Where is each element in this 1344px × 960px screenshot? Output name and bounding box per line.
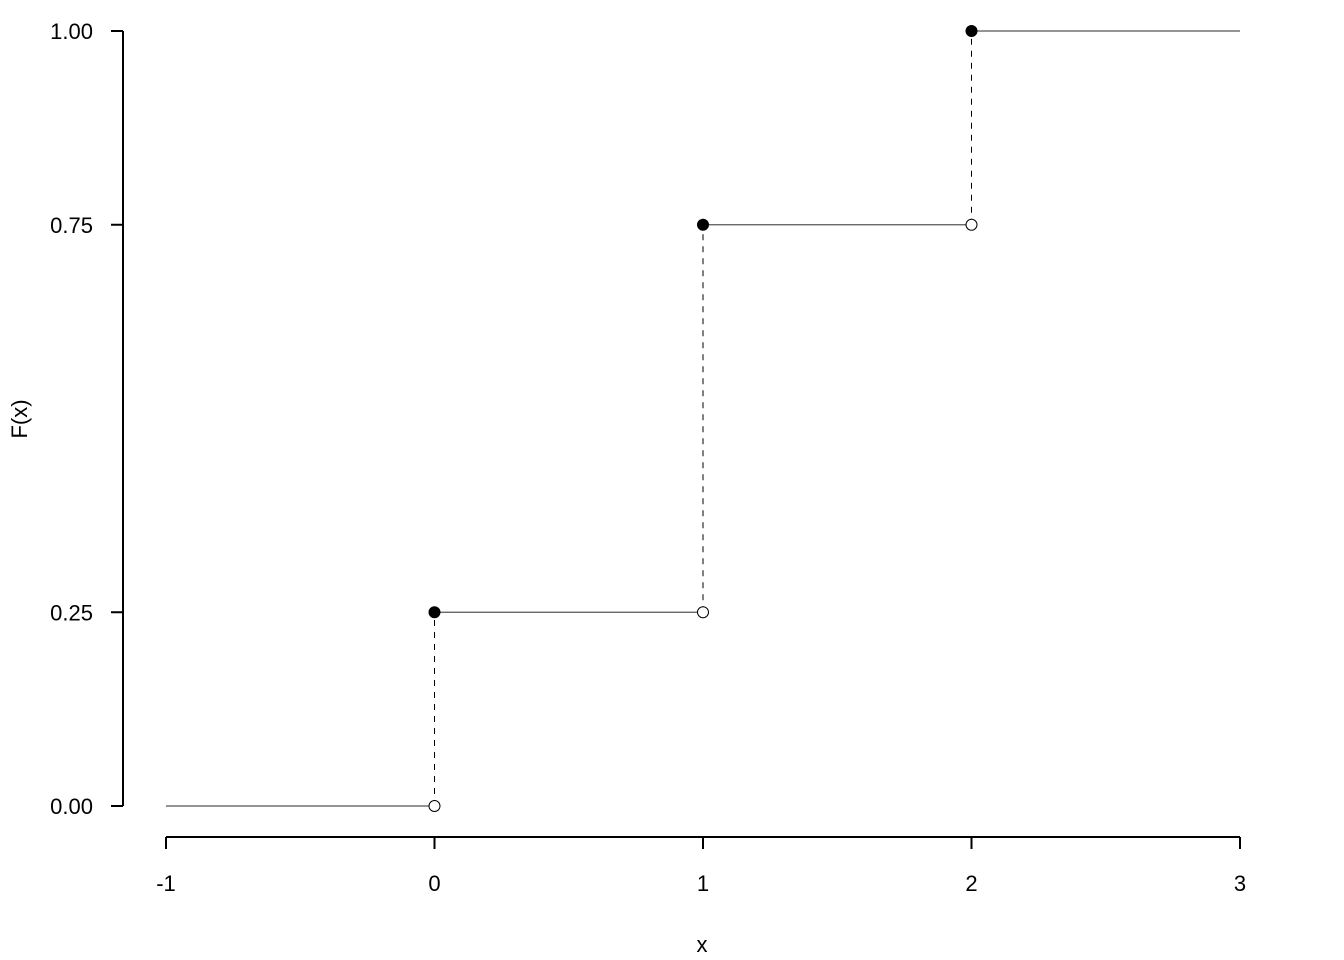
axes: 0.00 0.25 0.75 1.00 -1 0 1 2 3 x F(x)	[7, 19, 1246, 957]
closed-point	[428, 606, 441, 619]
y-axis-label: F(x)	[7, 399, 32, 438]
y-tick-label: 1.00	[50, 19, 93, 44]
x-tick-label: 1	[697, 871, 709, 896]
x-tick-label: 0	[428, 871, 440, 896]
open-point	[428, 800, 441, 812]
closed-point	[965, 25, 978, 37]
open-point	[697, 606, 709, 619]
y-tick-label: 0.00	[50, 794, 93, 819]
x-tick-label: -1	[156, 871, 176, 896]
open-point	[965, 218, 978, 231]
y-tick-label: 0.25	[50, 600, 93, 625]
y-ticks: 0.00 0.25 0.75 1.00	[50, 19, 123, 819]
y-tick-label: 0.75	[50, 213, 93, 238]
x-tick-label: 3	[1234, 871, 1246, 896]
x-tick-label: 2	[965, 871, 977, 896]
closed-point	[697, 218, 709, 231]
x-axis-label: x	[697, 932, 708, 957]
cdf-series	[166, 25, 1240, 812]
x-ticks: -1 0 1 2 3	[156, 837, 1246, 896]
